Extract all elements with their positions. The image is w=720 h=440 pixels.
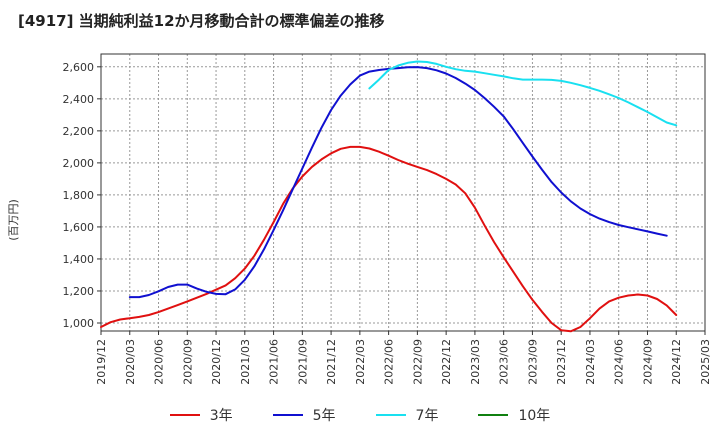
legend-swatch [169,414,200,416]
x-tick-label: 2024/12 [670,339,683,385]
series-line-7年 [368,60,678,127]
legend-item: 3年 [169,405,233,425]
x-tick-label: 2020/06 [153,339,166,385]
x-tick-label: 2022/12 [440,339,453,385]
x-tick-label: 2023/12 [555,339,568,385]
legend-swatch [478,414,509,416]
x-tick-label: 2022/03 [354,339,367,385]
y-tick-label: 1,800 [63,189,95,202]
x-tick-label: 2023/09 [526,339,539,385]
y-tick-label: 1,000 [63,317,95,330]
legend-label: 5年 [312,408,336,424]
y-tick-label: 2,200 [63,125,95,138]
y-tick-label: 2,400 [63,93,95,106]
x-tick-label: 2023/03 [469,339,482,385]
x-tick-label: 2021/12 [325,339,338,385]
y-tick-label: 1,400 [63,253,95,266]
legend-label: 10年 [518,408,551,424]
series-line-3年 [100,145,678,333]
plot-border [100,53,706,332]
x-tick-label: 2019/12 [95,339,108,385]
x-tick-label: 2020/09 [181,339,194,385]
x-tick-label: 2024/03 [584,339,597,385]
legend-swatch [272,414,303,416]
legend-item: 10年 [478,405,550,425]
x-tick-label: 2022/09 [411,339,424,385]
x-tick-label: 2023/06 [498,339,511,385]
legend-swatch [375,414,406,416]
x-tick-label: 2024/09 [641,339,654,385]
legend-item: 5年 [272,405,336,425]
x-tick-label: 2021/09 [296,339,309,385]
y-tick-label: 1,200 [63,285,95,298]
x-tick-label: 2021/03 [239,339,252,385]
x-tick-label: 2020/03 [124,339,137,385]
legend-item: 7年 [375,405,439,425]
x-tick-label: 2025/03 [699,339,712,385]
x-tick-label: 2024/06 [613,339,626,385]
y-tick-label: 2,000 [63,157,95,170]
y-tick-label: 2,600 [63,61,95,74]
x-tick-label: 2022/06 [383,339,396,385]
legend-label: 7年 [415,408,439,424]
x-tick-label: 2021/06 [268,339,281,385]
legend-label: 3年 [209,408,233,424]
legend: 3年 5年 7年 10年 [0,404,720,425]
x-tick-label: 2020/12 [210,339,223,385]
y-tick-label: 1,600 [63,221,95,234]
chart-title: [4917] 当期純利益12か月移動合計の標準偏差の推移 [18,12,385,30]
series-line-5年 [128,66,668,299]
plot-area [101,54,705,331]
